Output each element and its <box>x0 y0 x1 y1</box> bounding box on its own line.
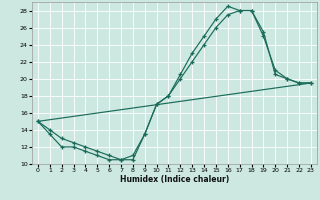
X-axis label: Humidex (Indice chaleur): Humidex (Indice chaleur) <box>120 175 229 184</box>
